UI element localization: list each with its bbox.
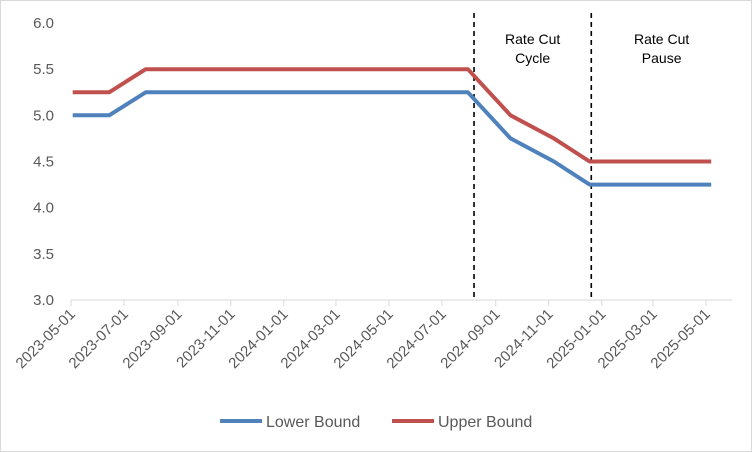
y-tick-label: 4.5 bbox=[33, 154, 54, 171]
y-tick-label: 6.0 bbox=[33, 15, 54, 32]
y-tick-label: 4.0 bbox=[33, 200, 54, 217]
annotation-label: Rate Cut Pause bbox=[634, 31, 689, 66]
series-line bbox=[72, 67, 712, 164]
series-line bbox=[72, 90, 712, 187]
y-tick-label: 3.0 bbox=[33, 292, 54, 309]
legend-label: Upper Bound bbox=[438, 414, 532, 431]
y-tick-label: 3.5 bbox=[33, 246, 54, 263]
y-tick-label: 5.0 bbox=[33, 107, 54, 124]
annotation-label: Rate Cut Cycle bbox=[505, 31, 560, 66]
legend-label: Lower Bound bbox=[266, 414, 360, 431]
y-tick-label: 5.5 bbox=[33, 61, 54, 78]
